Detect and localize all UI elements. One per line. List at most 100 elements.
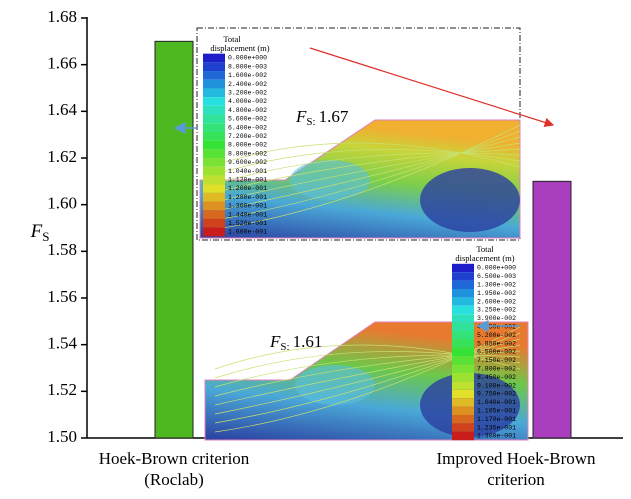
legend-swatch <box>203 184 225 193</box>
legend-swatch <box>452 289 474 298</box>
arrow <box>309 47 555 128</box>
y-tick-label: 1.50 <box>47 427 77 446</box>
legend-swatch <box>452 280 474 289</box>
legend-swatch <box>203 140 225 150</box>
y-tick-label: 1.56 <box>47 287 77 306</box>
legend-label: 1.600e-002 <box>228 72 267 79</box>
legend-swatch <box>452 373 474 382</box>
legend-swatch <box>452 331 474 340</box>
fs-annotation: FS: 1.61 <box>269 332 322 353</box>
legend-label: 4.000e-002 <box>228 98 267 105</box>
legend-label: 5.850e-002 <box>477 340 516 347</box>
legend-swatch <box>452 272 474 281</box>
legend-swatch <box>203 79 225 89</box>
legend-label: 7.800e-002 <box>477 366 516 373</box>
legend-swatch <box>203 175 225 185</box>
legend-label: 7.200e-002 <box>228 133 267 140</box>
x-tick-label: Hoek-Brown criterion (Roclab) <box>98 449 250 489</box>
y-tick-label: 1.62 <box>47 147 77 166</box>
legend-label: 8.000e-003 <box>228 63 267 70</box>
displacement-zone <box>290 160 370 200</box>
legend-swatch <box>452 381 474 390</box>
legend-swatch <box>203 97 225 106</box>
legend-title: displacement (m) <box>455 253 514 263</box>
legend-label: 1.200e-001 <box>228 185 267 192</box>
legend-label: 8.450e-002 <box>477 374 516 381</box>
y-tick-label: 1.60 <box>47 194 77 213</box>
y-label-main: F <box>30 221 43 242</box>
legend-swatch <box>203 114 225 124</box>
legend-swatch <box>203 131 225 141</box>
slip-line <box>209 136 521 213</box>
legend-title: Total <box>476 244 494 254</box>
legend-swatch <box>203 166 225 176</box>
legend-label: 1.950e-002 <box>477 290 516 297</box>
legend-swatch <box>203 158 225 167</box>
legend-label: 1.360e-001 <box>228 203 267 210</box>
legend-swatch <box>452 364 474 373</box>
legend-swatch <box>452 431 474 441</box>
legend-label: 9.100e-002 <box>477 382 516 389</box>
legend-label: 2.400e-002 <box>228 81 267 88</box>
legend-swatch <box>203 201 225 211</box>
legend-swatch <box>452 389 474 399</box>
slip-line <box>214 332 521 424</box>
slip-line <box>209 148 521 195</box>
x-tick-label: Improved Hoek-Brown criterion <box>436 449 596 489</box>
y-tick-label: 1.66 <box>47 54 77 73</box>
legend-swatch <box>452 297 474 306</box>
legend-swatch <box>452 339 474 348</box>
legend-label: 3.250e-002 <box>477 307 516 314</box>
slip-line <box>209 149 521 177</box>
legend-swatch <box>203 149 225 159</box>
legend-swatch <box>203 62 225 72</box>
y-tick-label: 1.54 <box>47 334 77 353</box>
legend-label: 4.800e-002 <box>228 107 267 114</box>
legend-swatch <box>452 406 474 415</box>
legend-label: 1.300e-001 <box>477 433 516 440</box>
legend-swatch <box>452 415 474 424</box>
legend-label: 1.280e-001 <box>228 194 267 201</box>
slip-line <box>214 326 521 433</box>
legend-label: 3.900e-002 <box>477 315 516 322</box>
legend-label: 6.500e-003 <box>477 273 516 280</box>
legend-label: 1.520e-001 <box>228 220 267 227</box>
slip-line <box>209 124 521 231</box>
legend-label: 6.500e-002 <box>477 349 516 356</box>
fs-symbol: F <box>295 107 307 126</box>
legend-swatch <box>203 88 225 98</box>
bar <box>154 40 194 439</box>
legend-swatch <box>452 347 474 357</box>
legend-swatch <box>203 105 225 115</box>
fs-value: 1.67 <box>319 107 349 126</box>
legend-label: 0.000e+000 <box>228 55 267 62</box>
fs-subscript: S: <box>280 341 289 353</box>
legend-swatch <box>452 322 474 331</box>
legend-label: 1.105e-001 <box>477 408 516 415</box>
y-axis-label: FS <box>30 221 50 244</box>
slip-line <box>209 152 521 186</box>
fs-value: 1.61 <box>293 332 323 351</box>
y-tick-label: 1.68 <box>47 7 77 26</box>
slip-line <box>214 344 521 406</box>
legend-label: 1.040e-001 <box>228 168 267 175</box>
legend-swatch <box>452 356 474 365</box>
legend-swatch <box>203 210 225 219</box>
legend-label: 0.000e+000 <box>477 265 516 272</box>
legend-swatch <box>452 263 474 273</box>
legend-label: 4.550e-002 <box>477 324 516 331</box>
legend-label: 9.600e-002 <box>228 159 267 166</box>
y-tick-label: 1.52 <box>47 380 77 399</box>
legend-label: 2.600e-002 <box>477 298 516 305</box>
legend-swatch <box>203 227 225 237</box>
legend-label: 1.600e-001 <box>228 229 267 236</box>
legend-label: 3.200e-002 <box>228 90 267 97</box>
legend-label: 1.440e-001 <box>228 211 267 218</box>
slip-line <box>209 130 521 222</box>
legend-label: 8.000e-002 <box>228 142 267 149</box>
y-tick-label: 1.64 <box>47 100 77 119</box>
slip-line <box>209 142 521 204</box>
